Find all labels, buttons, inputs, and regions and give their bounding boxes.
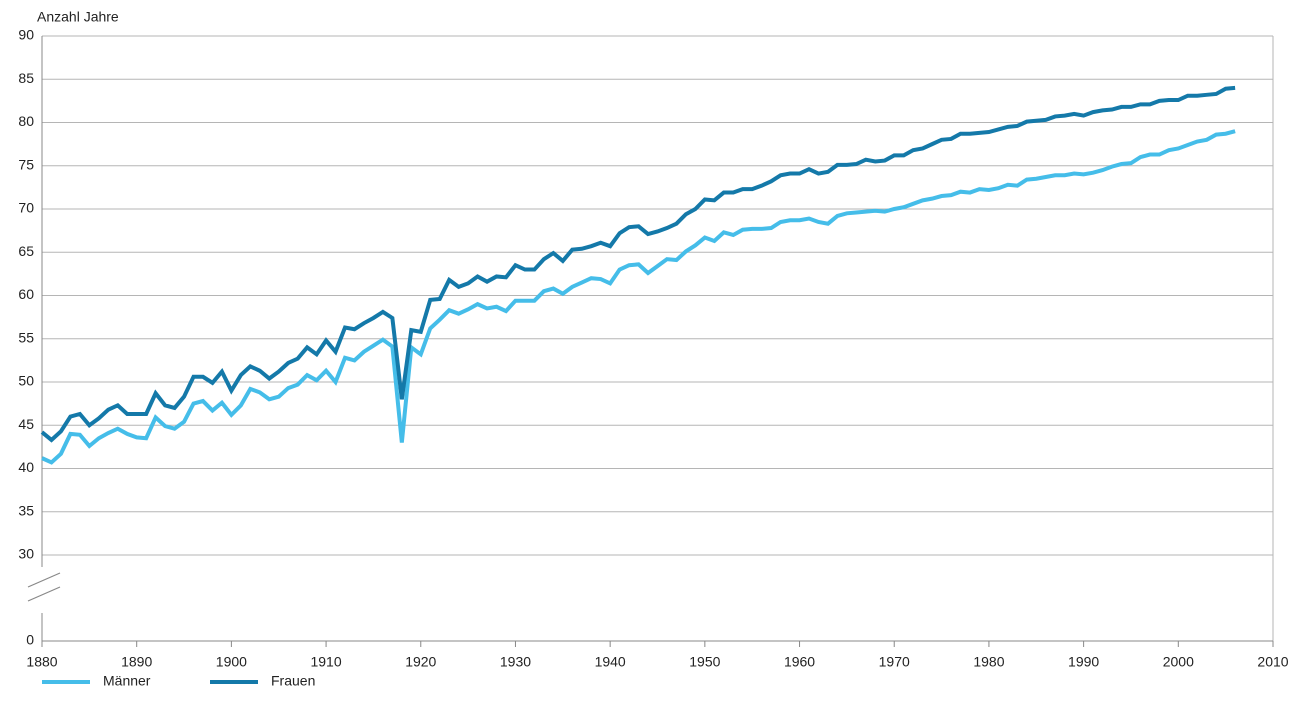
y-tick-label: 85 <box>18 70 34 86</box>
x-tick-label: 1910 <box>310 654 341 670</box>
series-line <box>40 85 1236 443</box>
series-line <box>41 129 1236 465</box>
x-tick-label: 1920 <box>405 654 436 670</box>
x-tick-label: 1960 <box>784 654 815 670</box>
x-tick-label: 2000 <box>1163 654 1194 670</box>
x-tick-label: 1930 <box>500 654 531 670</box>
y-tick-label: 80 <box>18 113 34 129</box>
x-tick-label: 1970 <box>879 654 910 670</box>
x-tick-label: 2010 <box>1257 654 1288 670</box>
y-tick-label: 30 <box>18 546 34 562</box>
y-tick-label: 0 <box>26 632 34 648</box>
y-tick-label: 70 <box>18 200 34 216</box>
x-tick-label: 1980 <box>973 654 1004 670</box>
y-tick-label: 50 <box>18 373 34 389</box>
y-tick-label: 90 <box>18 27 34 43</box>
y-tick-label: 40 <box>18 459 34 475</box>
legend-label: Frauen <box>271 673 315 689</box>
x-tick-label: 1950 <box>689 654 720 670</box>
y-tick-label: 55 <box>18 329 34 345</box>
x-tick-label: 1890 <box>121 654 152 670</box>
axis-break <box>27 586 61 602</box>
y-tick-label: 60 <box>18 286 34 302</box>
y-tick-label: 45 <box>18 416 34 432</box>
x-tick-label: 1940 <box>595 654 626 670</box>
x-tick-label: 1900 <box>216 654 247 670</box>
x-tick-label: 1990 <box>1068 654 1099 670</box>
y-tick-label: 65 <box>18 243 34 259</box>
y-tick-label: 75 <box>18 156 34 172</box>
legend-label: Männer <box>103 673 151 689</box>
y-axis-title: Anzahl Jahre <box>37 9 119 25</box>
y-tick-label: 35 <box>18 502 34 518</box>
axis-break <box>27 572 61 588</box>
x-tick-label: 1880 <box>26 654 57 670</box>
